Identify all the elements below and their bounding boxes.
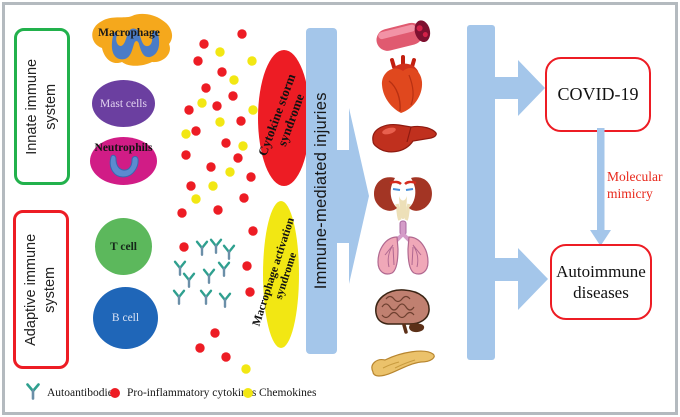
mimicry-arrow <box>590 128 611 246</box>
b-cell-label: B cell <box>111 312 140 324</box>
red-dot <box>201 83 211 93</box>
antibody-icon <box>218 292 232 308</box>
red-dot <box>193 56 203 66</box>
yellow-dot <box>197 98 207 108</box>
red-dot <box>242 261 252 271</box>
covid-arrow <box>495 60 545 116</box>
organs-column <box>371 20 437 377</box>
immune-mediated-injuries-label: Immune-mediated injuries <box>311 92 330 290</box>
red-dot-icon <box>110 388 120 398</box>
blood-vessel-icon <box>376 20 431 51</box>
yellow-dot-icon <box>243 388 253 398</box>
legend-chemokines-label: Chemokines <box>259 387 317 399</box>
b-cell-icon: B cell <box>93 287 158 349</box>
red-dot <box>184 105 194 115</box>
red-dot <box>206 162 216 172</box>
liver-icon <box>372 124 437 153</box>
red-dot <box>179 242 189 252</box>
yellow-dot <box>229 75 239 85</box>
legend-autoantibodies-label: Autoantibodies <box>47 387 118 399</box>
autoimmune-diseases-box: Autoimmune diseases <box>550 244 652 320</box>
red-dot <box>236 116 246 126</box>
red-dot <box>237 29 247 39</box>
red-dot <box>191 126 201 136</box>
red-dot <box>199 39 209 49</box>
lungs-icon <box>377 220 429 275</box>
yellow-dot <box>191 194 201 204</box>
yellow-dot <box>247 56 257 66</box>
red-dot <box>245 287 255 297</box>
innate-immune-label: Innate immune system <box>24 58 60 155</box>
macrophage-activation-ellipse: Macrophage activation syndrome <box>251 201 300 348</box>
antibody-icon <box>195 240 209 257</box>
red-dot <box>217 67 227 77</box>
t-cell-icon: T cell <box>95 218 152 275</box>
autoimmune-diseases-label: Autoimmune diseases <box>556 261 646 302</box>
red-dot <box>195 343 205 353</box>
antibody-icon <box>26 383 40 400</box>
macrophage-label: Macrophage <box>98 27 160 39</box>
adaptive-immune-label: Adaptive immune system <box>23 233 58 346</box>
yellow-dot <box>208 181 218 191</box>
heart-icon <box>381 55 423 113</box>
cytokine-storm-label: Cytokine storm syndrome <box>254 72 307 159</box>
pancreas-icon <box>371 350 435 377</box>
red-dot <box>210 328 220 338</box>
red-dot <box>221 352 231 362</box>
red-dot <box>221 138 231 148</box>
antibody-icon <box>202 268 216 284</box>
red-dot <box>233 153 243 163</box>
molecular-mimicry-label: Molecular mimicry <box>607 169 663 201</box>
yellow-dot <box>241 364 251 374</box>
yellow-dot <box>215 117 225 127</box>
red-dot <box>181 150 191 160</box>
red-dot <box>186 181 196 191</box>
brain-icon <box>375 289 430 334</box>
neutrophil-label: Neutrophils <box>94 142 153 154</box>
neutrophil-nucleus <box>109 154 139 178</box>
red-dot <box>213 205 223 215</box>
antibody-icon <box>172 289 186 305</box>
red-dot <box>228 91 238 101</box>
autoimmune-arrow <box>495 248 548 310</box>
yellow-dot <box>215 47 225 57</box>
red-dot <box>248 226 258 236</box>
yellow-dot <box>238 141 248 151</box>
red-dot <box>239 193 249 203</box>
legend-cytokines-label: Pro-inflammatory cytokines <box>127 387 257 399</box>
adaptive-immune-panel: Adaptive immune system <box>13 210 69 369</box>
neutrophil-cell-icon: Neutrophils <box>90 137 157 185</box>
covid-19-label: COVID-19 <box>557 84 639 105</box>
red-dot <box>212 101 222 111</box>
cytokine-storm-ellipse: Cytokine storm syndrome <box>254 50 310 186</box>
antibody-icon <box>209 238 223 255</box>
yellow-dot <box>248 105 258 115</box>
mast-cell-icon: Mast cells <box>92 80 155 127</box>
yellow-dot <box>225 167 235 177</box>
innate-immune-panel: Innate immune system <box>14 28 70 185</box>
macrophage-cell-icon <box>92 13 173 66</box>
red-dot <box>177 208 187 218</box>
yellow-dot <box>181 129 191 139</box>
mast-cell-label: Mast cells <box>100 97 147 110</box>
organs-arrow <box>337 108 369 284</box>
antibody-icon <box>182 272 196 288</box>
kidneys-icon <box>373 177 433 221</box>
red-dot <box>246 172 256 182</box>
outcome-branch-bar <box>467 25 495 360</box>
immune-mediated-injuries-bar: Immune-mediated injuries <box>306 28 337 354</box>
antibody-icon <box>222 244 236 260</box>
covid-19-box: COVID-19 <box>545 57 651 132</box>
antibody-icon <box>217 261 231 277</box>
t-cell-label: T cell <box>110 240 137 253</box>
antibody-icon <box>199 289 213 305</box>
